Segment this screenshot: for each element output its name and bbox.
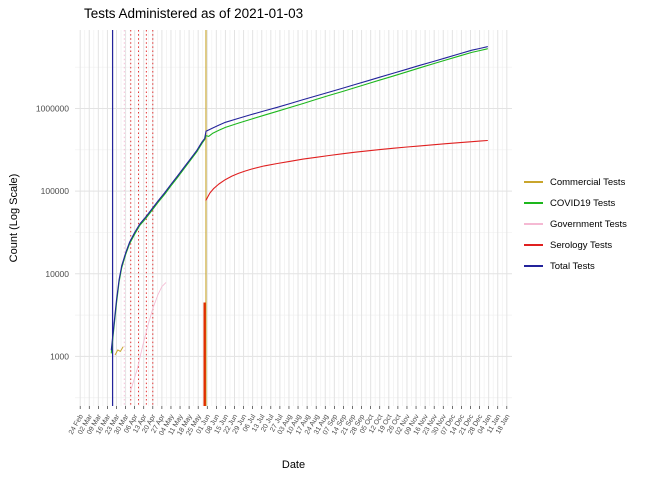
y-tick-label: 100000 — [41, 186, 70, 196]
series-line-serology-tests — [205, 139, 488, 201]
y-tick-label: 1000000 — [36, 104, 69, 114]
legend-item-label: Total Tests — [550, 260, 595, 272]
legend-item-serology-tests: Serology Tests — [524, 239, 627, 251]
y-tick-label: 10000 — [45, 269, 69, 279]
series-line-commercial-tests — [114, 346, 124, 356]
legend-key-line-serology-tests — [524, 244, 543, 246]
legend: Commercial Tests COVID19 Tests Government … — [524, 176, 627, 272]
legend-key-line-covid19-tests — [524, 202, 543, 204]
series-line-covid19-tests — [110, 48, 488, 354]
legend-item-label: Serology Tests — [550, 239, 613, 251]
legend-item-label: Commercial Tests — [550, 176, 626, 188]
annotation-vlines — [112, 30, 207, 406]
legend-item-label: Government Tests — [550, 218, 627, 230]
legend-item-government-tests: Government Tests — [524, 218, 627, 230]
series-line-government-tests — [130, 282, 167, 391]
gridlines — [75, 30, 512, 406]
legend-item-commercial-tests: Commercial Tests — [524, 176, 627, 188]
legend-key-line-commercial-tests — [524, 181, 543, 183]
legend-item-label: COVID19 Tests — [550, 197, 616, 209]
legend-key-line-total-tests — [524, 265, 543, 267]
legend-item-covid19-tests: COVID19 Tests — [524, 197, 627, 209]
legend-item-total-tests: Total Tests — [524, 260, 627, 272]
x-axis-label: Date — [281, 459, 306, 471]
series-line-total-tests — [110, 46, 488, 351]
y-tick-label: 1000 — [50, 351, 69, 361]
legend-key-line-government-tests — [524, 223, 543, 225]
chart-title: Tests Administered as of 2021-01-03 — [84, 6, 304, 21]
